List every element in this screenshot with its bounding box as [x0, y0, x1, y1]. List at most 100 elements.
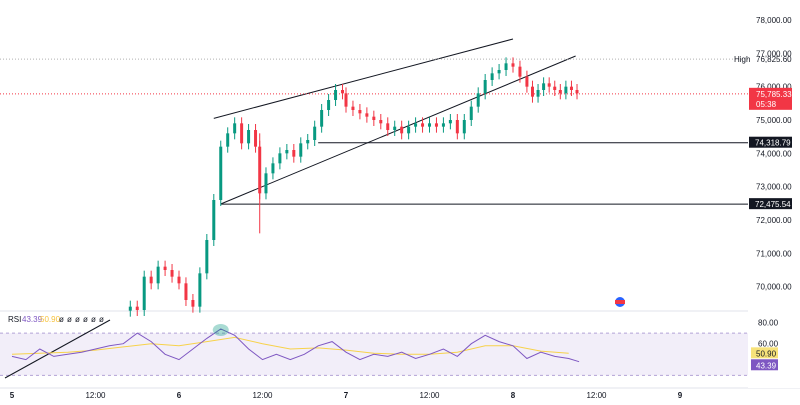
candle[interactable]: [254, 124, 258, 153]
candle[interactable]: [428, 117, 431, 133]
rsi-line[interactable]: [11, 328, 580, 363]
candle[interactable]: [455, 114, 459, 140]
candle[interactable]: [434, 117, 438, 133]
wedge-lower-line[interactable]: [220, 55, 576, 205]
candle[interactable]: [504, 57, 508, 76]
rsi-lines[interactable]: [11, 323, 580, 363]
candle[interactable]: [490, 67, 494, 86]
candle-body: [292, 150, 296, 157]
candle[interactable]: [226, 127, 230, 153]
candle[interactable]: [511, 57, 515, 73]
candle[interactable]: [264, 167, 268, 200]
rsi-value-badge-text: 43.39: [756, 361, 777, 370]
candle[interactable]: [278, 147, 282, 170]
candle[interactable]: [547, 77, 551, 93]
candle-body: [469, 106, 473, 120]
candle[interactable]: [334, 84, 338, 106]
candles[interactable]: [128, 57, 579, 317]
flag-icon[interactable]: [615, 297, 625, 307]
horizontal-levels[interactable]: [0, 58, 748, 205]
candle[interactable]: [497, 64, 501, 80]
candle[interactable]: [575, 84, 579, 100]
candle[interactable]: [135, 300, 139, 316]
candle[interactable]: [205, 234, 209, 280]
candle[interactable]: [170, 264, 174, 283]
candle[interactable]: [407, 120, 411, 140]
candle[interactable]: [233, 117, 237, 140]
candle[interactable]: [441, 117, 445, 133]
candle[interactable]: [128, 300, 132, 317]
candle[interactable]: [299, 137, 303, 163]
candle[interactable]: [313, 120, 317, 146]
candle[interactable]: [400, 120, 404, 140]
rsi-legend[interactable]: RSI 43.39 50.90 ø ø ø ø ø ø: [8, 315, 104, 324]
candle[interactable]: [142, 270, 146, 316]
candle[interactable]: [483, 74, 487, 100]
candle-body: [448, 120, 452, 124]
rsi-signal-line[interactable]: [11, 336, 569, 355]
candle-body: [434, 123, 438, 127]
candle[interactable]: [525, 70, 529, 93]
candle-body: [247, 130, 251, 144]
candle[interactable]: [327, 94, 331, 116]
candle[interactable]: [469, 100, 473, 126]
candle[interactable]: [212, 194, 216, 246]
rsi-signal-badge: [751, 347, 778, 359]
candle[interactable]: [271, 157, 275, 180]
candle-body: [462, 120, 466, 134]
candle[interactable]: [247, 124, 251, 150]
candle[interactable]: [292, 144, 296, 163]
candle-body: [497, 70, 501, 74]
candle[interactable]: [448, 114, 452, 130]
candle[interactable]: [553, 80, 557, 96]
candle-body: [163, 266, 167, 270]
candle[interactable]: [351, 100, 355, 116]
candle[interactable]: [536, 84, 540, 103]
candle[interactable]: [372, 110, 376, 126]
candle[interactable]: [341, 84, 345, 100]
candle[interactable]: [379, 114, 383, 130]
wedge-upper-line[interactable]: [213, 38, 514, 119]
candle-body: [351, 106, 355, 110]
wedge-lines[interactable]: [4, 38, 576, 379]
candle[interactable]: [320, 104, 324, 133]
candle[interactable]: [163, 260, 167, 276]
candle[interactable]: [285, 144, 289, 160]
candle[interactable]: [414, 117, 418, 133]
candle[interactable]: [476, 87, 480, 113]
candle[interactable]: [149, 270, 153, 290]
candle[interactable]: [306, 134, 310, 150]
candle[interactable]: [184, 277, 188, 306]
candle[interactable]: [219, 140, 223, 206]
time-axis[interactable]: 5 12:00 6 12:00 7 12:00 8 12:00 9: [0, 387, 800, 400]
candle[interactable]: [386, 117, 390, 136]
price-axis[interactable]: 78,000.00 77,000.00 76,000.00 75,000.00 74,0…: [748, 0, 800, 312]
candle[interactable]: [198, 267, 202, 313]
candle[interactable]: [365, 107, 369, 123]
rsi-trend-line[interactable]: [4, 319, 111, 379]
candle[interactable]: [344, 87, 348, 113]
candle[interactable]: [358, 104, 362, 120]
candle-body: [156, 266, 160, 284]
candle[interactable]: [177, 270, 181, 290]
candle[interactable]: [558, 84, 562, 100]
candle[interactable]: [518, 60, 522, 83]
candle-body: [564, 86, 568, 94]
candle-body: [264, 173, 268, 194]
candle[interactable]: [569, 80, 573, 96]
candle[interactable]: [564, 80, 568, 100]
candle[interactable]: [421, 117, 425, 133]
candle[interactable]: [191, 294, 195, 313]
candle[interactable]: [240, 117, 244, 150]
candle[interactable]: [542, 77, 546, 96]
candle[interactable]: [156, 260, 160, 290]
candle-body: [400, 126, 404, 134]
candle[interactable]: [462, 114, 466, 140]
candle[interactable]: [393, 120, 397, 136]
price-tick-label: 70,000.00: [756, 283, 792, 292]
candle[interactable]: [530, 80, 534, 103]
